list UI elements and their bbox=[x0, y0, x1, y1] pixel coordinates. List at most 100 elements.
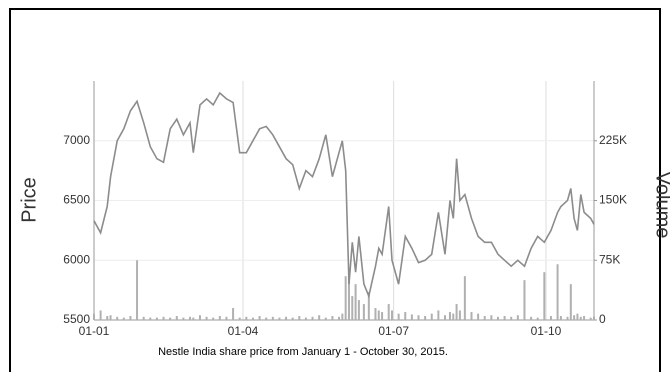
volume-bar bbox=[122, 317, 125, 320]
volume-bar bbox=[573, 315, 576, 320]
volume-bar bbox=[503, 316, 506, 320]
volume-bar bbox=[265, 317, 268, 320]
volume-bar bbox=[374, 308, 377, 320]
volume-bar bbox=[387, 304, 390, 320]
volume-bar bbox=[278, 317, 281, 320]
volume-bar bbox=[404, 312, 407, 320]
volume-bar bbox=[530, 316, 533, 320]
volume-bar bbox=[116, 316, 119, 320]
volume-bar bbox=[583, 316, 586, 320]
volume-bar bbox=[566, 316, 569, 320]
volume-bar bbox=[397, 313, 400, 320]
volume-bar bbox=[559, 316, 562, 320]
volume-bar bbox=[452, 313, 455, 320]
y2-tick-label: 225K bbox=[599, 133, 627, 147]
volume-bar bbox=[496, 316, 499, 320]
volume-bar bbox=[162, 316, 165, 320]
volume-bar bbox=[285, 316, 288, 320]
volume-bar bbox=[205, 316, 208, 320]
y2-tick-label: 150K bbox=[599, 193, 627, 207]
volume-bar bbox=[455, 304, 458, 320]
volume-bar bbox=[523, 280, 526, 320]
price-line bbox=[93, 91, 595, 299]
y-axis-label: Price bbox=[18, 177, 40, 223]
volume-bar bbox=[175, 316, 178, 320]
volume-bar bbox=[589, 317, 592, 320]
volume-bar bbox=[142, 316, 145, 320]
volume-bar bbox=[483, 316, 486, 320]
volume-bar bbox=[324, 317, 327, 320]
x-tick-label: 01-01 bbox=[79, 324, 110, 338]
volume-bar bbox=[225, 316, 228, 320]
volume-bar bbox=[354, 284, 357, 320]
x-tick-label: 01-07 bbox=[378, 324, 409, 338]
volume-bar bbox=[579, 316, 582, 320]
volume-bar bbox=[351, 296, 354, 320]
volume-bar bbox=[556, 264, 559, 320]
volume-bar bbox=[291, 317, 294, 320]
volume-bar bbox=[136, 260, 139, 320]
caption: Nestle India share price from January 1 … bbox=[158, 346, 448, 358]
x-tick-label: 01-04 bbox=[228, 324, 259, 338]
volume-bar bbox=[298, 316, 301, 320]
y2-axis-label: Volume bbox=[652, 172, 670, 239]
x-tick-label: 01-10 bbox=[531, 324, 562, 338]
volume-bar bbox=[311, 316, 314, 320]
y-tick-label: 7000 bbox=[63, 133, 90, 147]
volume-bar bbox=[271, 316, 274, 320]
volume-bar bbox=[232, 308, 235, 320]
volume-bar bbox=[417, 315, 420, 320]
volume-bar bbox=[258, 316, 261, 320]
volume-bar bbox=[362, 304, 365, 320]
volume-bar bbox=[463, 276, 466, 320]
volume-bar bbox=[458, 310, 461, 320]
volume-bar bbox=[477, 313, 480, 320]
volume-bar bbox=[424, 316, 427, 320]
volume-bar bbox=[338, 316, 341, 320]
volume-bar bbox=[198, 315, 201, 320]
volume-bar bbox=[391, 310, 394, 320]
volume-bar bbox=[443, 315, 446, 320]
volume-bar bbox=[318, 315, 321, 320]
volume-bar bbox=[109, 315, 112, 320]
volume-bar bbox=[470, 312, 473, 320]
volume-bar bbox=[347, 272, 350, 320]
volume-bar bbox=[357, 300, 360, 320]
volume-bar bbox=[437, 310, 440, 320]
volume-bar bbox=[516, 315, 519, 320]
volume-bar bbox=[155, 317, 158, 320]
volume-bar bbox=[576, 313, 579, 320]
volume-bar bbox=[381, 312, 384, 320]
volume-bar bbox=[377, 310, 380, 320]
volume-bar bbox=[536, 317, 539, 320]
volume-bar bbox=[169, 317, 172, 320]
frame bbox=[9, 8, 661, 372]
volume-bar bbox=[344, 276, 347, 320]
volume-bar bbox=[331, 316, 334, 320]
volume-bar bbox=[106, 316, 109, 320]
y-tick-label: 5500 bbox=[63, 312, 90, 326]
volume-bar bbox=[549, 316, 552, 320]
volume-bar bbox=[238, 317, 241, 320]
volume-bar bbox=[448, 312, 451, 320]
y-tick-label: 6500 bbox=[63, 193, 90, 207]
volume-bar bbox=[510, 316, 513, 320]
y2-tick-label: 75K bbox=[599, 252, 620, 266]
y2-tick-label: 0 bbox=[599, 312, 606, 326]
volume-bar bbox=[367, 292, 370, 320]
volume-bar bbox=[304, 317, 307, 320]
volume-bar bbox=[410, 314, 413, 320]
volume-bar bbox=[251, 317, 254, 320]
volume-bar bbox=[189, 316, 192, 320]
y-tick-label: 6000 bbox=[63, 252, 90, 266]
volume-bar bbox=[341, 313, 344, 320]
volume-bar bbox=[149, 317, 152, 320]
volume-bar bbox=[99, 310, 102, 320]
volume-bar bbox=[192, 317, 195, 320]
volume-bar bbox=[218, 316, 221, 320]
volume-bar bbox=[490, 315, 493, 320]
volume-bar bbox=[212, 317, 215, 320]
volume-bar bbox=[543, 272, 546, 320]
